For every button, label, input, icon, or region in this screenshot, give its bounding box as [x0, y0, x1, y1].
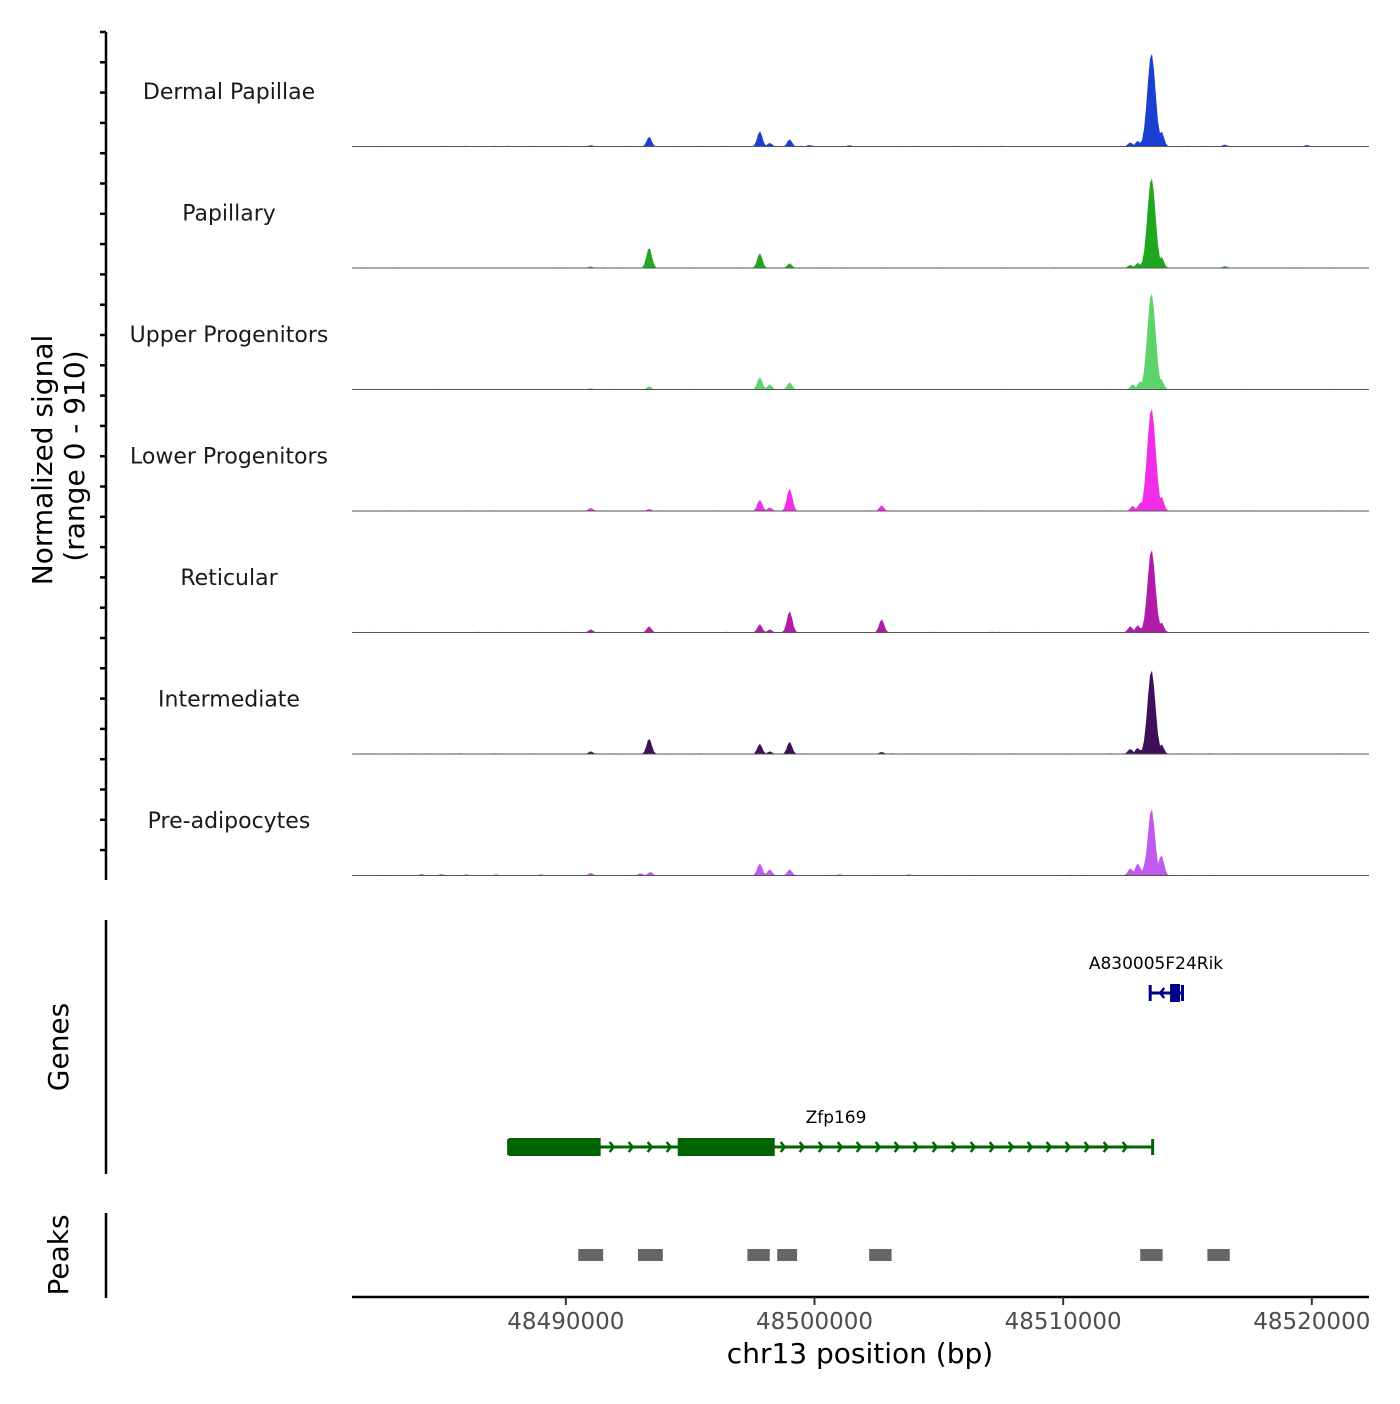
peak-region	[578, 1249, 604, 1261]
track-upper-progenitors: Upper Progenitors	[130, 293, 1369, 390]
signal-area	[352, 178, 1369, 268]
gene-exon	[677, 1138, 775, 1156]
x-tick-label: 48510000	[1005, 1309, 1122, 1335]
strand-chevron	[608, 1141, 616, 1153]
coverage-y-ticks	[100, 30, 106, 852]
signal-area	[352, 809, 1369, 876]
strand-chevron	[931, 1141, 939, 1153]
gene-label: Zfp169	[806, 1108, 867, 1128]
track-label: Reticular	[180, 566, 278, 591]
strand-chevron	[1083, 1141, 1091, 1153]
strand-chevron	[1045, 1141, 1053, 1153]
track-papillary: Papillary	[182, 178, 1369, 269]
track-label: Upper Progenitors	[130, 323, 329, 348]
strand-chevron	[646, 1141, 654, 1153]
peak-region	[869, 1249, 892, 1261]
peak-region	[777, 1249, 798, 1261]
x-axis-title: chr13 position (bp)	[727, 1337, 993, 1370]
strand-chevron	[836, 1141, 844, 1153]
strand-chevron	[950, 1141, 958, 1153]
track-lower-progenitors: Lower Progenitors	[130, 408, 1369, 512]
x-axis-ticks: 48490000 48500000 48510000 48520000	[507, 1297, 1370, 1335]
strand-chevron	[665, 1141, 673, 1153]
strand-chevron	[1121, 1141, 1129, 1153]
track-reticular: Reticular	[180, 550, 1369, 633]
track-pre-adipocytes: Pre-adipocytes	[148, 809, 1369, 876]
track-label: Intermediate	[158, 688, 300, 713]
strand-chevron	[798, 1141, 806, 1153]
genes-panel-title: Genes	[42, 1003, 75, 1091]
peak-region	[637, 1249, 663, 1261]
signal-area	[352, 550, 1369, 633]
signal-area	[352, 408, 1369, 511]
y-axis-title-line2: (range 0 - 910)	[58, 350, 91, 561]
strand-chevron	[988, 1141, 996, 1153]
strand-chevron	[1026, 1141, 1034, 1153]
x-tick-label: 48520000	[1253, 1309, 1370, 1335]
gene-zfp169: Zfp169	[507, 1108, 1155, 1156]
peak-region	[747, 1249, 770, 1261]
strand-chevron	[1102, 1141, 1110, 1153]
peak-region	[1140, 1249, 1163, 1261]
track-intermediate: Intermediate	[158, 670, 1369, 755]
track-dermal-papillae: Dermal Papillae	[143, 53, 1369, 147]
track-label: Pre-adipocytes	[148, 809, 311, 834]
strand-chevron	[779, 1141, 787, 1153]
signal-area	[352, 670, 1369, 754]
strand-chevron	[1158, 987, 1166, 999]
track-label: Dermal Papillae	[143, 80, 315, 105]
x-tick-label: 48490000	[507, 1309, 624, 1335]
gene-a830005f24rik: A830005F24Rik	[1089, 954, 1223, 1002]
signal-tracks: Dermal Papillae Papillary Upper Progenitor…	[130, 53, 1369, 876]
strand-chevron	[969, 1141, 977, 1153]
strand-chevron	[817, 1141, 825, 1153]
strand-chevron	[893, 1141, 901, 1153]
strand-chevron	[874, 1141, 882, 1153]
strand-chevron	[1064, 1141, 1072, 1153]
strand-chevron	[627, 1141, 635, 1153]
x-tick-label: 48500000	[756, 1309, 873, 1335]
track-label: Lower Progenitors	[130, 445, 328, 470]
gene-exon	[508, 1138, 601, 1156]
peaks-panel-title: Peaks	[42, 1214, 75, 1295]
strand-chevron	[1007, 1141, 1015, 1153]
signal-area	[352, 293, 1369, 390]
track-label: Papillary	[182, 202, 276, 227]
gene-exon	[1170, 984, 1181, 1002]
gene-annotations: A830005F24Rik Zfp169	[507, 954, 1223, 1156]
peak-regions	[578, 1249, 1230, 1261]
strand-chevron	[855, 1141, 863, 1153]
strand-chevron	[912, 1141, 920, 1153]
peak-region	[1207, 1249, 1230, 1261]
y-axis-title-line1: Normalized signal	[26, 335, 59, 586]
gene-label: A830005F24Rik	[1089, 954, 1223, 974]
signal-area	[352, 53, 1369, 147]
